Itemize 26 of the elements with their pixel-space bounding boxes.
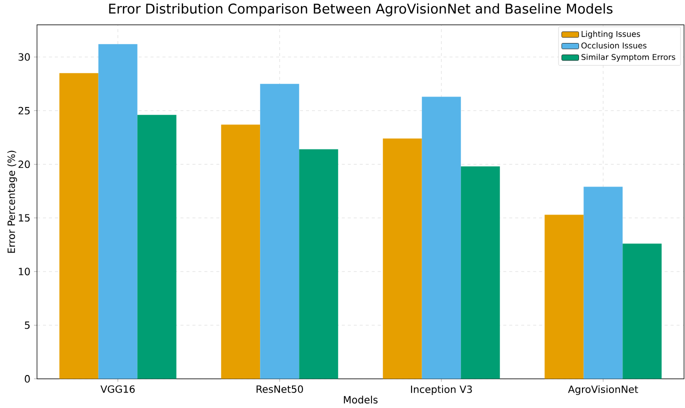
bar <box>544 214 584 379</box>
y-axis-title: Error Percentage (%) <box>7 150 17 253</box>
y-tick-label: 0 <box>24 375 30 383</box>
bar <box>382 138 422 379</box>
bar <box>584 186 623 379</box>
x-tick-label: VGG16 <box>100 385 135 393</box>
bar <box>422 96 461 379</box>
y-tick-label: 5 <box>24 322 30 329</box>
y-tick-label: 20 <box>18 160 30 168</box>
bar <box>260 84 300 379</box>
bar <box>221 124 260 379</box>
y-tick-label: 25 <box>18 106 30 114</box>
x-axis-title: Models <box>344 396 378 404</box>
bar <box>622 244 662 379</box>
bar <box>98 44 138 379</box>
x-tick-label: AgroVisionNet <box>568 385 638 396</box>
bar <box>299 149 338 379</box>
bar <box>137 115 176 379</box>
y-tick-label: 15 <box>18 214 30 222</box>
chart-title: Error Distribution Comparison Between AgroVisionNet and Baseline Models <box>109 3 612 16</box>
x-tick-label: Inception V3 <box>411 385 472 396</box>
bar <box>59 73 98 379</box>
bar <box>460 166 500 379</box>
y-tick-label: 30 <box>18 53 30 61</box>
y-tick-label: 10 <box>18 268 30 276</box>
x-tick-label: ResNet50 <box>256 385 303 393</box>
